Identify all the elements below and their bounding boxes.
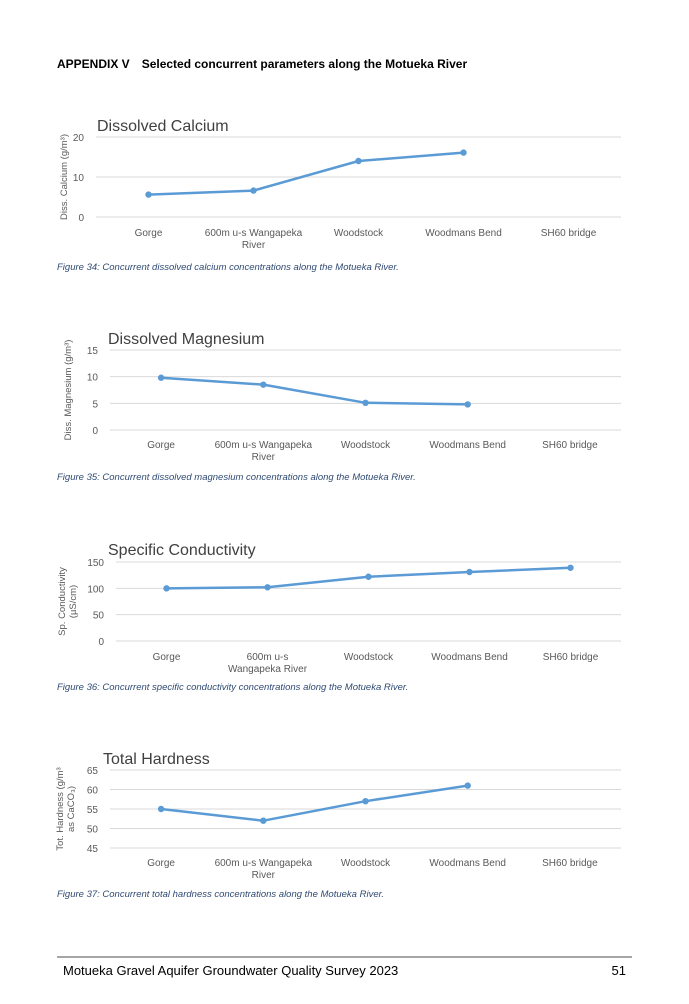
x-tick-label: SH60 bridge xyxy=(542,858,598,869)
figure-caption: Figure 34: Concurrent dissolved calcium … xyxy=(57,262,399,273)
x-tick-label: Gorge xyxy=(147,858,175,869)
data-point xyxy=(464,782,471,789)
y-tick-label: 60 xyxy=(87,786,99,797)
y-tick-label: 150 xyxy=(87,558,104,569)
y-tick-label: 55 xyxy=(87,805,99,816)
x-tick-label: 600m u-s Wangapeka River xyxy=(228,652,308,675)
chart-title: Dissolved Magnesium xyxy=(108,331,265,348)
x-tick-label: 600m u-s Wangapeka River xyxy=(215,440,313,463)
x-tick-label: SH60 bridge xyxy=(541,228,597,239)
x-tick-label: 600m u-s Wangapeka River xyxy=(205,228,303,251)
figure-caption: Figure 36: Concurrent specific conductiv… xyxy=(57,682,408,693)
chart-title: Dissolved Calcium xyxy=(97,118,229,135)
figure-caption: Figure 37: Concurrent total hardness con… xyxy=(57,889,384,900)
x-tick-label: Gorge xyxy=(147,440,175,451)
x-tick-label: Gorge xyxy=(153,652,181,663)
data-point xyxy=(157,805,165,813)
data-point xyxy=(460,149,467,156)
series-line xyxy=(161,376,468,406)
data-point xyxy=(260,381,267,388)
appendix-title: Selected concurrent parameters along the… xyxy=(141,57,468,71)
data-point xyxy=(466,568,473,576)
y-tick-label: 45 xyxy=(87,844,99,855)
data-point xyxy=(362,798,369,805)
data-point xyxy=(145,191,152,198)
data-point xyxy=(260,817,267,824)
chart-title: Specific Conductivity xyxy=(108,542,256,559)
page-number: 51 xyxy=(611,963,626,978)
y-tick-label: 20 xyxy=(73,133,85,144)
x-tick-label: Woodmans Bend xyxy=(431,652,508,663)
appendix-heading: APPENDIX V Selected concurrent parameters… xyxy=(57,57,467,71)
chart-3: Specific Conductivity 0 50 100 150 Sp. Conduc… xyxy=(57,542,621,693)
y-tick-label: 50 xyxy=(87,825,99,836)
y-axis-label: Diss. Magnesium (g/m³) xyxy=(63,340,74,441)
x-tick-label: Woodstock xyxy=(334,228,384,239)
data-point xyxy=(264,584,271,591)
data-point xyxy=(163,585,170,592)
data-point xyxy=(250,187,257,194)
y-tick-label: 100 xyxy=(87,584,104,595)
footer-title: Motueka Gravel Aquifer Groundwater Quali… xyxy=(63,963,399,978)
x-tick-label: Woodstock xyxy=(341,858,391,869)
y-axis-label: Diss. Calcium (g/m³) xyxy=(59,134,70,220)
data-point xyxy=(355,157,362,165)
data-point xyxy=(362,399,369,406)
x-tick-label: Woodmans Bend xyxy=(425,228,502,239)
y-axis-label: Tot. Hardness (g/m³as CaCO₃) xyxy=(55,767,77,850)
appendix-label: APPENDIX V xyxy=(57,57,130,71)
y-tick-label: 5 xyxy=(92,399,98,410)
series-line xyxy=(148,151,464,196)
y-tick-label: 10 xyxy=(87,373,99,384)
data-point xyxy=(567,564,574,571)
y-tick-label: 65 xyxy=(87,766,99,777)
x-tick-label: 600m u-s Wangapeka River xyxy=(215,858,313,881)
series-line xyxy=(160,784,468,822)
y-tick-label: 0 xyxy=(78,213,84,224)
y-tick-label: 0 xyxy=(92,426,98,437)
figure-caption: Figure 35: Concurrent dissolved magnesiu… xyxy=(57,472,416,483)
data-point xyxy=(157,374,165,381)
chart-4: Total Hardness 45 50 55 60 65 Tot. Hardness (g… xyxy=(55,751,621,900)
data-point xyxy=(464,401,471,408)
footer-divider xyxy=(57,956,632,958)
x-tick-label: SH60 bridge xyxy=(542,440,598,451)
data-point xyxy=(365,573,372,580)
y-tick-label: 10 xyxy=(73,173,85,184)
y-tick-label: 0 xyxy=(98,637,104,648)
y-tick-label: 50 xyxy=(93,611,105,622)
x-tick-label: Woodstock xyxy=(344,652,394,663)
x-tick-label: SH60 bridge xyxy=(543,652,599,663)
chart-2: Dissolved Magnesium 0 5 10 15 Diss. Magnesium… xyxy=(57,331,621,483)
y-tick-label: 15 xyxy=(87,346,99,357)
x-tick-label: Woodstock xyxy=(341,440,391,451)
x-tick-label: Woodmans Bend xyxy=(429,440,506,451)
chart-title: Total Hardness xyxy=(103,751,210,768)
x-tick-label: Gorge xyxy=(135,228,163,239)
y-axis-label: Sp. Conductivity(µS/cm) xyxy=(57,567,79,636)
x-tick-label: Woodmans Bend xyxy=(429,858,506,869)
